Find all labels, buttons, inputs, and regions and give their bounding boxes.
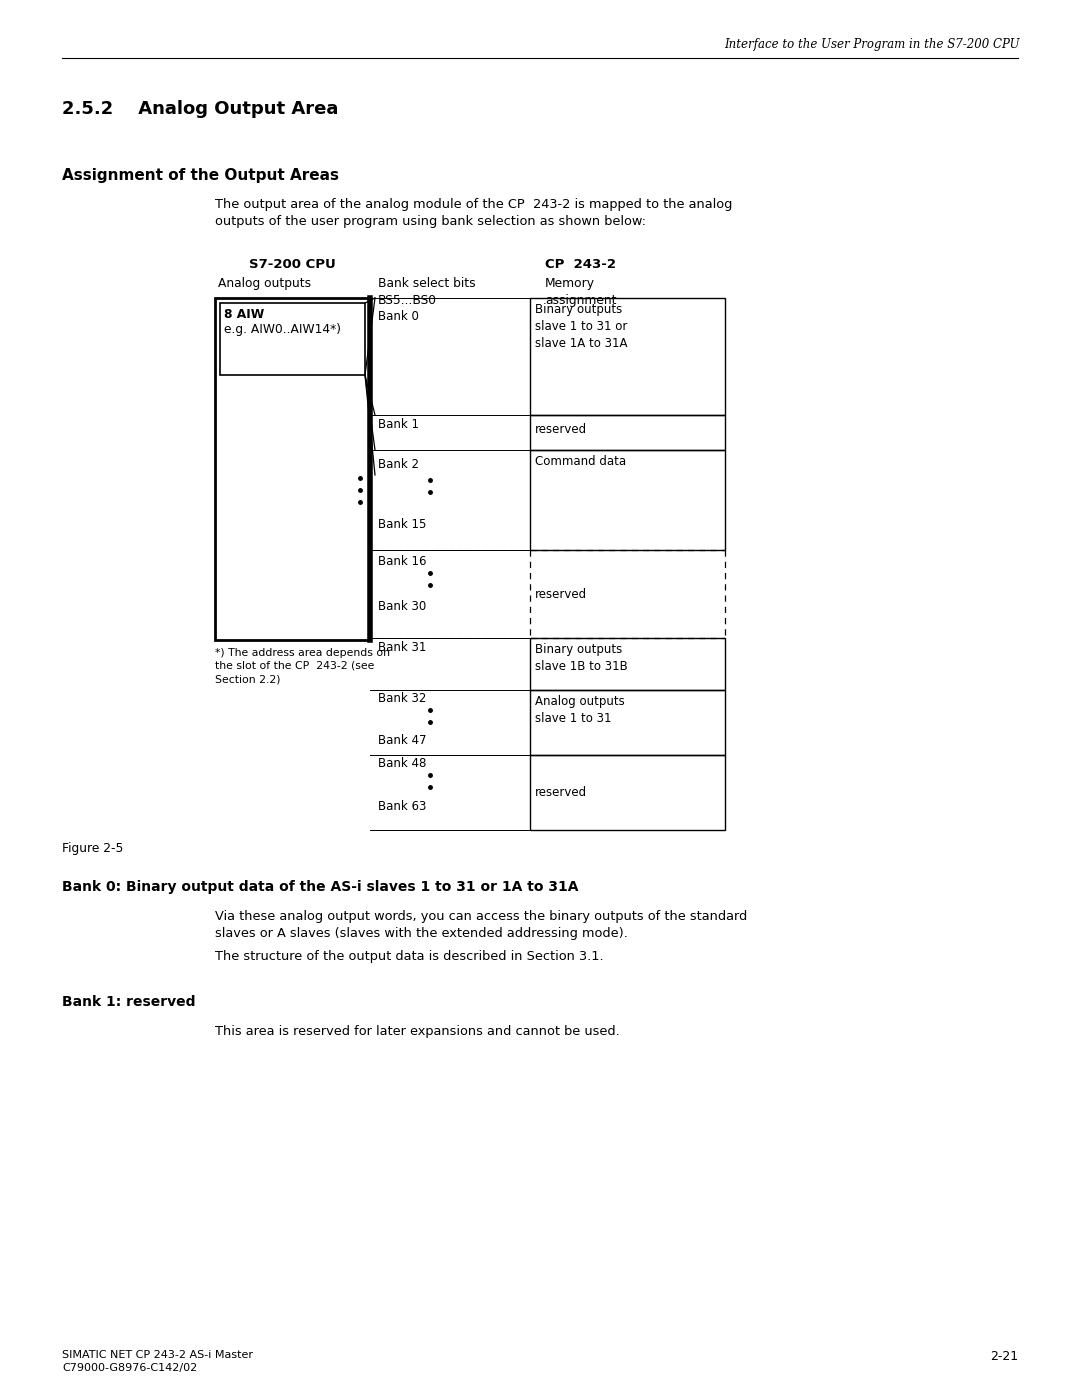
Text: Bank 47: Bank 47 bbox=[378, 733, 427, 747]
Text: CP  243-2: CP 243-2 bbox=[545, 258, 616, 271]
Text: e.g. AIW0..AIW14*): e.g. AIW0..AIW14*) bbox=[224, 323, 341, 337]
Bar bbox=[530, 298, 725, 415]
Bar bbox=[530, 638, 725, 690]
Text: Bank 2: Bank 2 bbox=[378, 458, 419, 471]
Text: SIMATIC NET CP 243-2 AS-i Master
C79000-G8976-C142/02: SIMATIC NET CP 243-2 AS-i Master C79000-… bbox=[62, 1350, 253, 1373]
Text: reserved: reserved bbox=[535, 787, 588, 799]
Text: Bank 16: Bank 16 bbox=[378, 555, 427, 569]
Bar bbox=[530, 450, 725, 550]
Bar bbox=[530, 754, 725, 830]
Text: reserved: reserved bbox=[535, 588, 588, 601]
Text: Bank 32: Bank 32 bbox=[378, 692, 427, 705]
Text: Bank 1: reserved: Bank 1: reserved bbox=[62, 995, 195, 1009]
Bar bbox=[215, 298, 370, 640]
Text: Analog outputs
slave 1 to 31: Analog outputs slave 1 to 31 bbox=[535, 694, 624, 725]
Text: Bank 48: Bank 48 bbox=[378, 757, 427, 770]
Text: Bank 15: Bank 15 bbox=[378, 518, 427, 531]
Text: Bank 0: Binary output data of the AS-i slaves 1 to 31 or 1A to 31A: Bank 0: Binary output data of the AS-i s… bbox=[62, 880, 579, 894]
Text: Assignment of the Output Areas: Assignment of the Output Areas bbox=[62, 168, 339, 183]
Text: Memory
assignment: Memory assignment bbox=[545, 277, 617, 307]
Text: Analog outputs: Analog outputs bbox=[218, 277, 311, 291]
Text: S7-200 CPU: S7-200 CPU bbox=[248, 258, 336, 271]
Text: Interface to the User Program in the S7-200 CPU: Interface to the User Program in the S7-… bbox=[725, 38, 1020, 52]
Text: Via these analog output words, you can access the binary outputs of the standard: Via these analog output words, you can a… bbox=[215, 909, 747, 940]
Text: Bank 1: Bank 1 bbox=[378, 418, 419, 432]
Text: the slot of the CP  243-2 (see: the slot of the CP 243-2 (see bbox=[215, 661, 375, 671]
Text: Bank select bits
BS5...BS0: Bank select bits BS5...BS0 bbox=[378, 277, 475, 307]
Text: Section 2.2): Section 2.2) bbox=[215, 673, 281, 685]
Text: 2.5.2    Analog Output Area: 2.5.2 Analog Output Area bbox=[62, 101, 338, 117]
Text: Figure 2-5: Figure 2-5 bbox=[62, 842, 123, 855]
Text: The output area of the analog module of the CP  243-2 is mapped to the analog
ou: The output area of the analog module of … bbox=[215, 198, 732, 228]
Bar bbox=[530, 690, 725, 754]
Bar bbox=[530, 415, 725, 450]
Text: 2-21: 2-21 bbox=[990, 1350, 1018, 1363]
Text: 8 AIW: 8 AIW bbox=[224, 307, 265, 321]
Text: Bank 30: Bank 30 bbox=[378, 599, 427, 613]
Text: Binary outputs
slave 1B to 31B: Binary outputs slave 1B to 31B bbox=[535, 643, 627, 673]
Text: Bank 31: Bank 31 bbox=[378, 641, 427, 654]
Text: The structure of the output data is described in Section 3.1.: The structure of the output data is desc… bbox=[215, 950, 604, 963]
Text: reserved: reserved bbox=[535, 423, 588, 436]
Text: This area is reserved for later expansions and cannot be used.: This area is reserved for later expansio… bbox=[215, 1025, 620, 1038]
Text: Bank 0: Bank 0 bbox=[378, 310, 419, 323]
Text: *) The address area depends on: *) The address area depends on bbox=[215, 648, 390, 658]
Text: Binary outputs
slave 1 to 31 or
slave 1A to 31A: Binary outputs slave 1 to 31 or slave 1A… bbox=[535, 303, 627, 351]
Text: Bank 63: Bank 63 bbox=[378, 800, 427, 813]
Bar bbox=[220, 303, 365, 374]
Text: Command data: Command data bbox=[535, 455, 626, 468]
